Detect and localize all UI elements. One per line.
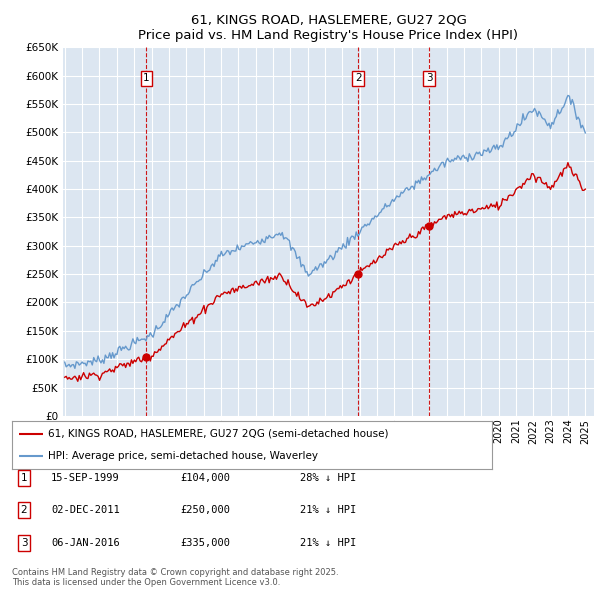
Text: 15-SEP-1999: 15-SEP-1999 (51, 473, 120, 483)
Text: £104,000: £104,000 (180, 473, 230, 483)
Text: 61, KINGS ROAD, HASLEMERE, GU27 2QG (semi-detached house): 61, KINGS ROAD, HASLEMERE, GU27 2QG (sem… (48, 429, 389, 439)
Text: 21% ↓ HPI: 21% ↓ HPI (300, 506, 356, 515)
Text: 1: 1 (143, 73, 150, 83)
Text: £335,000: £335,000 (180, 538, 230, 548)
Text: 06-JAN-2016: 06-JAN-2016 (51, 538, 120, 548)
Text: 2: 2 (355, 73, 362, 83)
Text: Contains HM Land Registry data © Crown copyright and database right 2025.
This d: Contains HM Land Registry data © Crown c… (12, 568, 338, 587)
Title: 61, KINGS ROAD, HASLEMERE, GU27 2QG
Price paid vs. HM Land Registry's House Pric: 61, KINGS ROAD, HASLEMERE, GU27 2QG Pric… (139, 14, 518, 42)
Text: 2: 2 (20, 506, 28, 515)
Text: 28% ↓ HPI: 28% ↓ HPI (300, 473, 356, 483)
Text: HPI: Average price, semi-detached house, Waverley: HPI: Average price, semi-detached house,… (48, 451, 318, 461)
Text: 02-DEC-2011: 02-DEC-2011 (51, 506, 120, 515)
Text: 3: 3 (426, 73, 433, 83)
Text: 3: 3 (20, 538, 28, 548)
Text: £250,000: £250,000 (180, 506, 230, 515)
Text: 1: 1 (20, 473, 28, 483)
Text: 21% ↓ HPI: 21% ↓ HPI (300, 538, 356, 548)
